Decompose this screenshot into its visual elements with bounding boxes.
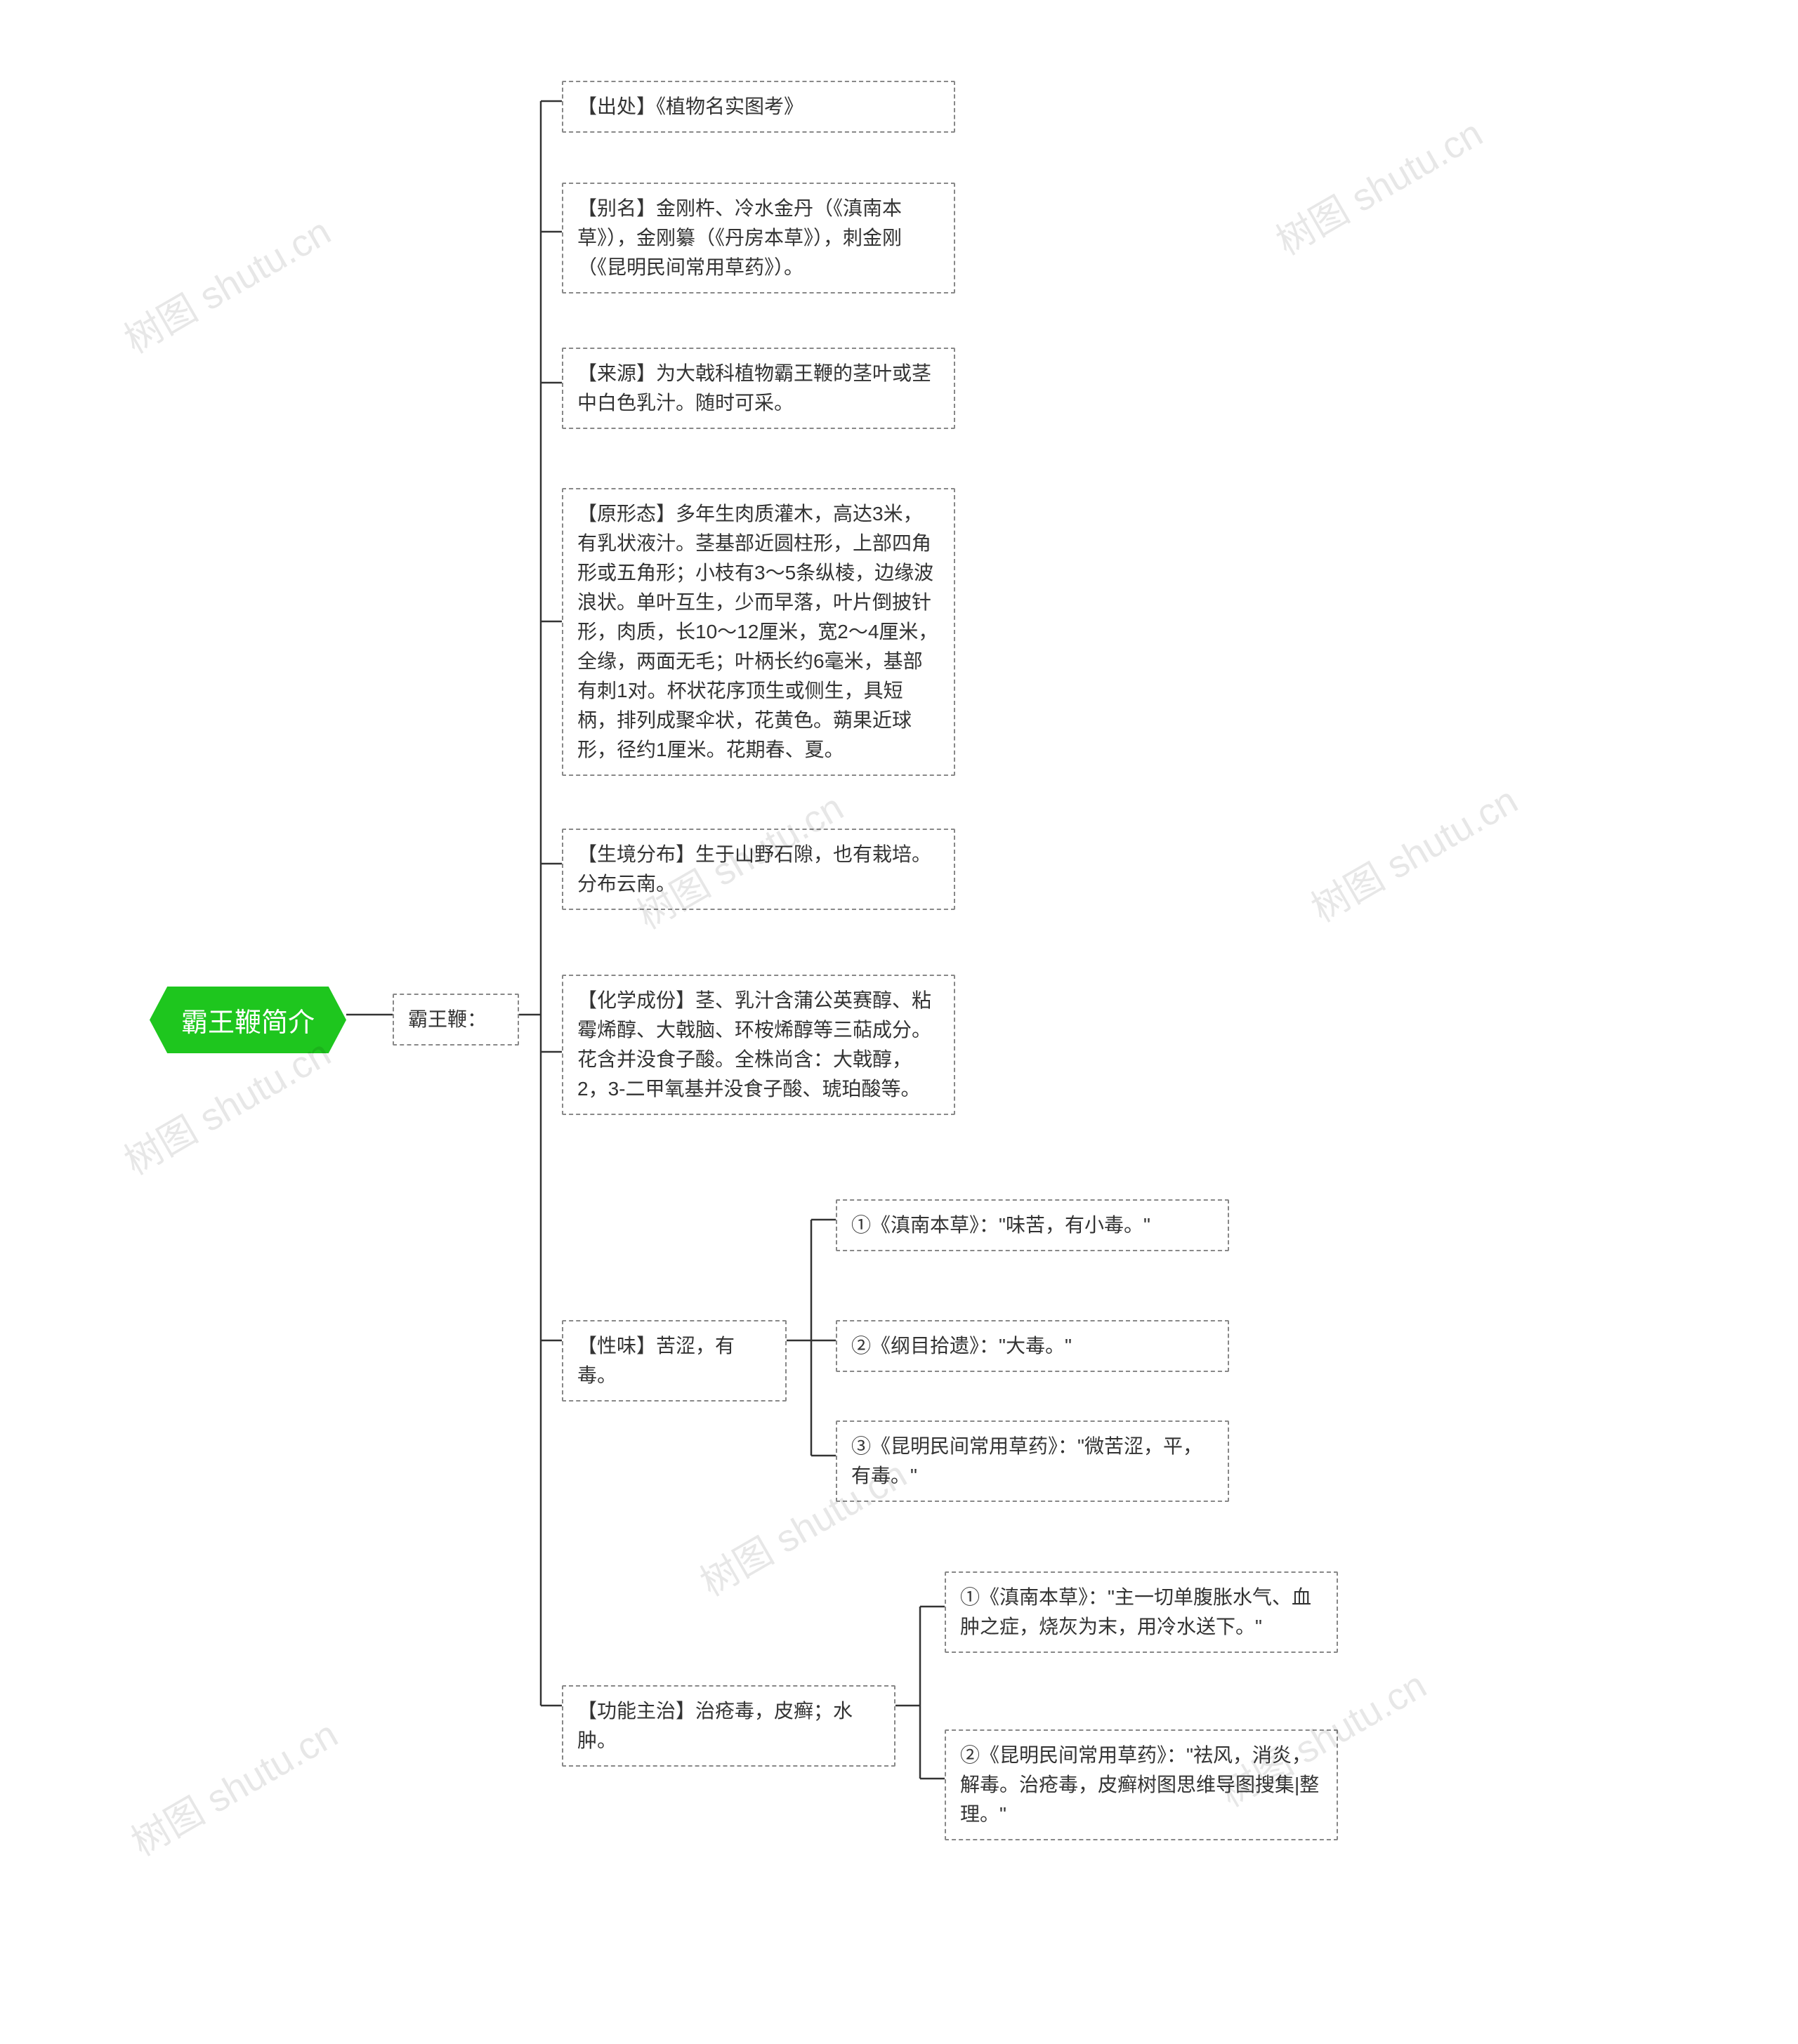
watermark: 树图 shutu.cn xyxy=(112,201,339,364)
watermark: 树图 shutu.cn xyxy=(1264,103,1491,265)
node-source[interactable]: 【出处】《植物名实图考》 xyxy=(562,81,955,133)
node-text: 【化学成份】茎、乳汁含蒲公英赛醇、粘霉烯醇、大戟脑、环桉烯醇等三萜成分。花含并没… xyxy=(577,989,931,1100)
node-text: 【生境分布】生于山野石隙，也有栽培。分布云南。 xyxy=(577,843,931,895)
root-node[interactable]: 霸王鞭简介 xyxy=(150,987,346,1053)
node-text: ②《纲目拾遗》："大毒。" xyxy=(851,1335,1072,1357)
level2-label: 霸王鞭： xyxy=(408,1008,487,1030)
node-habitat[interactable]: 【生境分布】生于山野石隙，也有栽培。分布云南。 xyxy=(562,829,955,910)
node-func-2[interactable]: ②《昆明民间常用草药》："祛风，消炎，解毒。治疮毒，皮癣树图思维导图搜集|整理。… xyxy=(945,1729,1338,1840)
node-text: ①《滇南本草》："主一切单腹胀水气、血肿之症，烧灰为末，用冷水送下。" xyxy=(960,1586,1311,1637)
node-taste-3[interactable]: ③《昆明民间常用草药》："微苦涩，平，有毒。" xyxy=(836,1420,1229,1502)
node-text: 【原形态】多年生肉质灌木，高达3米，有乳状液汁。茎基部近圆柱形，上部四角形或五角… xyxy=(577,503,938,760)
node-form[interactable]: 【原形态】多年生肉质灌木，高达3米，有乳状液汁。茎基部近圆柱形，上部四角形或五角… xyxy=(562,488,955,776)
node-text: 【来源】为大戟科植物霸王鞭的茎叶或茎中白色乳汁。随时可采。 xyxy=(577,362,931,414)
node-taste-1[interactable]: ①《滇南本草》："味苦，有小毒。" xyxy=(836,1199,1229,1251)
node-alias[interactable]: 【别名】金刚杵、冷水金丹（《滇南本草》），金刚纂（《丹房本草》），刺金刚（《昆明… xyxy=(562,183,955,294)
root-label: 霸王鞭简介 xyxy=(181,1008,315,1038)
node-text: 【别名】金刚杵、冷水金丹（《滇南本草》），金刚纂（《丹房本草》），刺金刚（《昆明… xyxy=(577,197,902,278)
watermark: 树图 shutu.cn xyxy=(1299,770,1526,932)
mindmap-canvas: 霸王鞭简介 霸王鞭： 【出处】《植物名实图考》 【别名】金刚杵、冷水金丹（《滇南… xyxy=(0,0,1798,2044)
node-text: ②《昆明民间常用草药》："祛风，消炎，解毒。治疮毒，皮癣树图思维导图搜集|整理。… xyxy=(960,1744,1319,1825)
watermark: 树图 shutu.cn xyxy=(119,1703,346,1866)
node-origin[interactable]: 【来源】为大戟科植物霸王鞭的茎叶或茎中白色乳汁。随时可采。 xyxy=(562,348,955,429)
node-func-1[interactable]: ①《滇南本草》："主一切单腹胀水气、血肿之症，烧灰为末，用冷水送下。" xyxy=(945,1571,1338,1653)
node-text: ①《滇南本草》："味苦，有小毒。" xyxy=(851,1214,1150,1236)
node-chem[interactable]: 【化学成份】茎、乳汁含蒲公英赛醇、粘霉烯醇、大戟脑、环桉烯醇等三萜成分。花含并没… xyxy=(562,975,955,1115)
node-func[interactable]: 【功能主治】治疮毒，皮癣；水肿。 xyxy=(562,1685,895,1767)
node-text: 【功能主治】治疮毒，皮癣；水肿。 xyxy=(577,1700,853,1751)
node-taste[interactable]: 【性味】苦涩，有毒。 xyxy=(562,1320,787,1402)
node-taste-2[interactable]: ②《纲目拾遗》："大毒。" xyxy=(836,1320,1229,1372)
level2-node[interactable]: 霸王鞭： xyxy=(393,994,519,1046)
node-text: ③《昆明民间常用草药》："微苦涩，平，有毒。" xyxy=(851,1435,1202,1486)
node-text: 【性味】苦涩，有毒。 xyxy=(577,1335,735,1386)
node-text: 【出处】《植物名实图考》 xyxy=(577,95,803,117)
